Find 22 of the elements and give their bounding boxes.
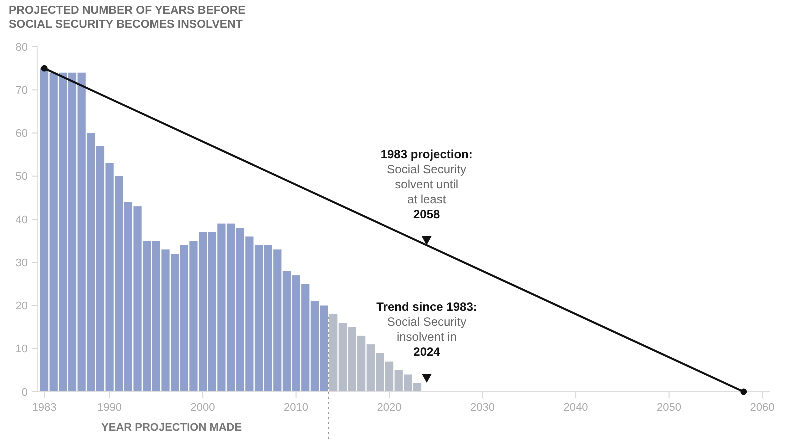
chart-title: PROJECTED NUMBER OF YEARS BEFORE SOCIAL SECURITY BECOMES INSOLVENT (9, 5, 246, 31)
x-tick-label: 1983 (32, 402, 57, 414)
y-tick-label: 10 (16, 344, 28, 356)
x-tick-label: 2050 (657, 402, 682, 414)
x-tick-label: 2040 (564, 402, 588, 414)
x-tick-label: 1990 (98, 402, 122, 414)
annotation: Trend since 1983: Social Security insolvent in 2024 (376, 300, 478, 359)
y-tick-label: 40 (16, 214, 28, 226)
x-tick-label: 2010 (284, 402, 309, 414)
y-tick-label: 0 (22, 386, 28, 399)
x-axis-title: YEAR PROJECTION MADE (102, 422, 242, 434)
x-tick-label: 2030 (470, 402, 496, 414)
y-tick-label: 70 (16, 84, 28, 97)
y-tick-label: 50 (16, 171, 28, 184)
y-tick-label: 80 (16, 42, 28, 54)
y-tick-label: 60 (16, 128, 28, 140)
y-tick-label: 30 (16, 257, 28, 270)
x-tick-label: 2000 (190, 402, 216, 414)
x-tick-label: 2020 (377, 402, 402, 414)
annotation: 1983 projection: Social Security solvent until at least 2058 (380, 147, 473, 222)
x-tick-label: 2060 (750, 402, 775, 414)
y-tick-label: 20 (16, 300, 28, 313)
